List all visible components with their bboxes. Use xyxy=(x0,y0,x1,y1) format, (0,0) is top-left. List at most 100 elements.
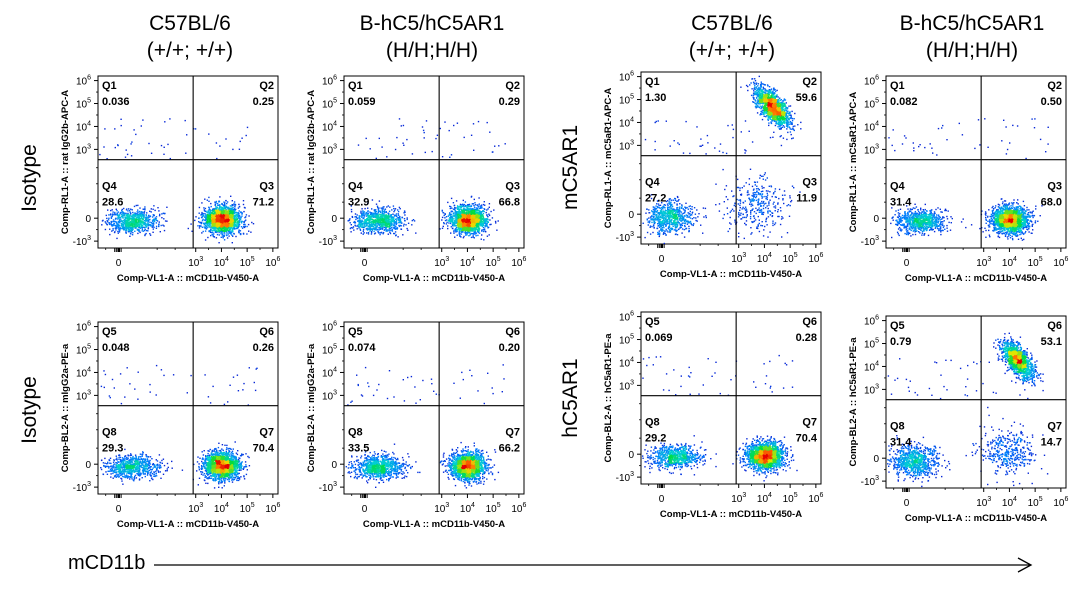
event-dot xyxy=(120,222,123,225)
event-dot xyxy=(458,216,461,218)
event-dot xyxy=(481,206,483,208)
event-dot xyxy=(240,233,242,236)
event-dot xyxy=(369,229,371,231)
event-dot xyxy=(453,204,456,207)
event-dot xyxy=(473,224,475,226)
column-header-3: C57BL/6 (+/+; +/+) xyxy=(622,10,842,64)
event-dot xyxy=(461,204,463,206)
event-dot xyxy=(390,219,392,221)
event-dot xyxy=(387,205,389,207)
event-dot xyxy=(362,229,365,231)
event-dot xyxy=(386,206,388,208)
event-dot xyxy=(228,218,230,220)
event-dot xyxy=(146,220,148,222)
event-dot xyxy=(451,207,453,209)
event-dot xyxy=(129,229,131,231)
event-dot xyxy=(239,140,241,143)
event-dot xyxy=(390,221,393,223)
event-dot xyxy=(230,218,233,220)
event-dot xyxy=(380,215,382,217)
event-dot xyxy=(381,218,384,220)
event-dot xyxy=(234,221,236,224)
event-dot xyxy=(390,224,393,226)
event-dot xyxy=(219,214,221,216)
event-dot xyxy=(126,221,128,223)
event-dot xyxy=(213,224,215,226)
event-dot xyxy=(390,222,393,224)
event-dot xyxy=(483,210,485,213)
event-dot xyxy=(137,223,140,225)
event-dot xyxy=(360,221,362,223)
event-dot xyxy=(462,237,465,239)
event-dot xyxy=(378,219,380,221)
event-dot xyxy=(370,233,373,235)
event-dot xyxy=(391,220,393,222)
y-axis-title: Comp-RL1-A :: rat IgG2b-APC-A xyxy=(60,90,71,234)
event-dot xyxy=(140,226,142,228)
event-dot xyxy=(364,212,366,215)
event-dot xyxy=(198,206,201,209)
event-dot xyxy=(206,199,208,201)
event-dot xyxy=(245,134,247,137)
event-dot xyxy=(121,209,123,212)
event-dot xyxy=(478,224,480,226)
event-dot xyxy=(361,222,363,225)
event-dot xyxy=(366,222,368,224)
event-dot xyxy=(475,232,477,235)
event-dot xyxy=(156,220,159,222)
event-dot xyxy=(371,220,374,223)
event-dot xyxy=(215,230,218,232)
column-header-line1: B-hC5/hC5AR1 xyxy=(322,10,542,37)
event-dot xyxy=(135,219,138,221)
event-dot xyxy=(147,227,150,229)
event-dot xyxy=(474,215,476,217)
event-dot xyxy=(365,219,367,221)
event-dot xyxy=(125,225,128,227)
event-dot xyxy=(233,217,235,219)
event-dot xyxy=(139,213,141,215)
event-dot xyxy=(220,225,222,227)
event-dot xyxy=(234,204,237,206)
event-dot xyxy=(203,219,206,221)
event-dot xyxy=(347,220,349,222)
event-dot xyxy=(368,219,370,221)
event-dot xyxy=(394,209,396,212)
event-dot xyxy=(481,225,484,228)
event-dot xyxy=(373,228,375,231)
event-dot xyxy=(202,222,205,224)
event-dot xyxy=(206,218,208,220)
event-dot xyxy=(380,225,382,228)
event-dot xyxy=(210,226,213,228)
event-dot xyxy=(225,222,227,224)
event-dot xyxy=(361,224,364,226)
event-dot xyxy=(362,210,364,212)
event-dot xyxy=(470,215,472,218)
event-dot xyxy=(406,217,408,219)
event-dot xyxy=(384,208,387,210)
event-dot xyxy=(476,228,478,231)
event-dot xyxy=(119,218,121,221)
event-dot xyxy=(121,213,123,216)
event-dot xyxy=(382,210,384,212)
event-dot xyxy=(152,225,155,227)
event-dot xyxy=(389,226,391,228)
event-dot xyxy=(368,225,370,228)
event-dot xyxy=(450,213,453,216)
event-dot xyxy=(468,227,470,229)
event-dot xyxy=(484,204,486,206)
event-dot xyxy=(227,225,229,227)
event-dot xyxy=(377,216,379,218)
event-dot xyxy=(212,215,214,217)
event-dot xyxy=(472,220,474,222)
event-dot xyxy=(212,234,214,237)
event-dot xyxy=(374,211,376,214)
event-dot xyxy=(112,219,115,221)
event-dot xyxy=(462,217,465,219)
y-tick-exponent: 3 xyxy=(87,235,91,242)
event-dot xyxy=(369,213,372,215)
event-dot xyxy=(211,221,214,224)
event-dot xyxy=(453,229,455,231)
event-dot xyxy=(155,227,158,229)
event-dot xyxy=(380,219,383,222)
event-dot xyxy=(137,218,139,221)
